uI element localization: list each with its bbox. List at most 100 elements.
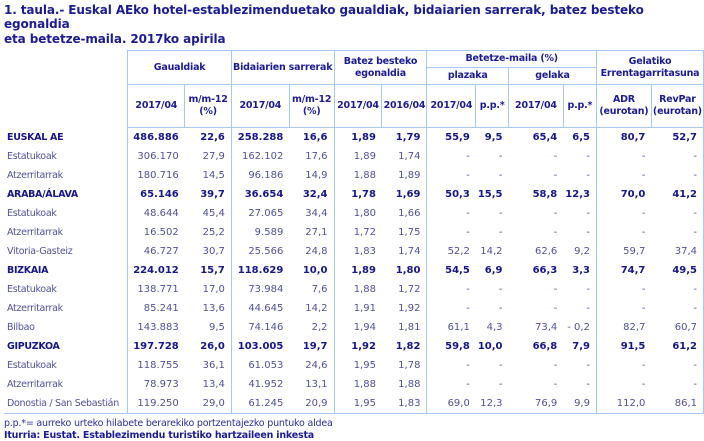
cell: 19,7	[289, 337, 335, 357]
cell: 1,75	[381, 223, 428, 243]
cell: -	[553, 151, 558, 163]
cell: 9,5	[184, 318, 232, 338]
column-header: 2017/04	[508, 84, 564, 129]
cell: 46.727	[143, 246, 179, 258]
cell: -	[466, 284, 470, 296]
cell: 66,3	[532, 265, 558, 277]
cell: 62,6	[535, 246, 558, 258]
cell: 258.288	[237, 132, 284, 144]
group-header-gelatiko-errentagarritasuna: Gelatiko Errentagarritasuna	[595, 50, 704, 86]
cell: 9.589	[254, 227, 284, 239]
row-label: Donostia / San Sebastián	[4, 394, 129, 415]
cell: -	[641, 379, 646, 391]
cell: 143.883	[137, 322, 179, 334]
cell: 12,3	[475, 394, 509, 415]
cell: 55,9	[445, 132, 470, 144]
cell: -	[498, 208, 503, 220]
cell: 1,88	[381, 375, 428, 395]
row-label: BIZKAIA	[4, 261, 129, 281]
cell: 4,3	[486, 322, 503, 334]
cell: -	[651, 375, 704, 395]
cell: 36.654	[244, 189, 284, 201]
cell: -	[563, 356, 597, 376]
cell: -	[563, 375, 597, 395]
column-header: RevPar (eurotan)	[650, 84, 704, 129]
cell: 1,74	[381, 147, 428, 167]
cell: -	[651, 147, 704, 167]
cell: 41,2	[651, 185, 704, 205]
cell: 1,69	[381, 185, 428, 205]
cell: 1,92	[381, 299, 428, 319]
cell: -	[498, 379, 503, 391]
cell: 45,4	[184, 204, 232, 224]
cell: -	[641, 208, 646, 220]
cell: -	[641, 151, 646, 163]
column-header: 2016/04	[381, 84, 428, 129]
cell: -	[651, 166, 704, 186]
cell: -	[553, 379, 558, 391]
cell: -	[466, 360, 470, 372]
cell: 27,1	[289, 223, 335, 243]
cell: 61,2	[651, 337, 704, 357]
cell: 6,9	[484, 265, 503, 277]
cell: -	[563, 166, 597, 186]
cell: 32,4	[289, 185, 335, 205]
cell: 25,2	[184, 223, 232, 243]
cell: 60,7	[651, 318, 704, 338]
subgroup-header-gelaka: gelaka	[508, 67, 597, 86]
row-label: Bilbao	[4, 318, 129, 338]
cell: 1,92	[351, 341, 376, 353]
footnote: p.p.*= aurreko urteko hilabete berarekik…	[4, 418, 333, 430]
cell: -	[466, 227, 470, 239]
cell: -	[641, 284, 646, 296]
cell: - 0,2	[563, 318, 597, 338]
cell: 59,7	[623, 246, 646, 258]
row-label: Atzerritarrak	[4, 166, 129, 186]
cell: 10,0	[477, 341, 503, 353]
cell: 96.186	[248, 170, 284, 182]
cell: -	[498, 151, 503, 163]
cell: -	[641, 360, 646, 372]
group-header-betetze-maila: Betetze-maila (%)	[426, 50, 597, 69]
cell: 1,88	[353, 379, 376, 391]
cell: -	[466, 208, 470, 220]
cell: 25.566	[248, 246, 284, 258]
column-header: p.p.*	[475, 84, 510, 129]
cell: 78.973	[143, 379, 179, 391]
table-row: Vitoria-Gasteiz 46.727 30,7 25.566 24,8 1,83 1…	[4, 242, 704, 262]
cell: 14,9	[289, 166, 335, 186]
cell: 1,88	[353, 284, 376, 296]
cell: 16.502	[143, 227, 179, 239]
column-header: 2017/04	[426, 84, 477, 129]
cell: 27,9	[184, 147, 232, 167]
cell: 7,6	[289, 280, 335, 300]
source-line: Iturria: Eustat. Establezimendu turistik…	[4, 430, 314, 441]
cell: 1,80	[353, 208, 376, 220]
row-label: Atzerritarrak	[4, 299, 129, 319]
cell: 14,2	[480, 246, 503, 258]
table-row: BIZKAIA 224.012 15,7 118.629 10,0 1,89 1,80 54,…	[4, 261, 704, 281]
cell: 13,4	[184, 375, 232, 395]
cell: 34,4	[289, 204, 335, 224]
cell: 36,1	[184, 356, 232, 376]
cell: 103.005	[237, 341, 284, 353]
cell: 17,0	[184, 280, 232, 300]
table-row: Atzerritarrak 85.241 13,6 44.645 14,2 1,91 1,9…	[4, 299, 704, 319]
cell: 9,5	[484, 132, 503, 144]
cell: 73.984	[248, 284, 284, 296]
cell: 58,8	[532, 189, 558, 201]
cell: -	[498, 360, 503, 372]
cell: 85.241	[143, 303, 179, 315]
cell: 1,88	[353, 170, 376, 182]
cell: 17,6	[289, 147, 335, 167]
cell: -	[498, 303, 503, 315]
cell: 1,78	[381, 356, 428, 376]
cell: 1,95	[353, 360, 376, 372]
cell: 82,7	[623, 322, 646, 334]
cell: 13,6	[184, 299, 232, 319]
cell: 9,2	[563, 242, 597, 262]
row-label: Vitoria-Gasteiz	[4, 242, 129, 262]
column-header: 2017/04	[127, 84, 186, 129]
cell: 119.250	[127, 394, 185, 415]
cell: 14,5	[184, 166, 232, 186]
